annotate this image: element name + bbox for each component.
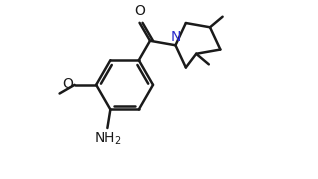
Text: O: O [134,4,145,18]
Text: N: N [170,30,181,44]
Text: O: O [62,77,73,91]
Text: NH$_2$: NH$_2$ [93,131,121,147]
